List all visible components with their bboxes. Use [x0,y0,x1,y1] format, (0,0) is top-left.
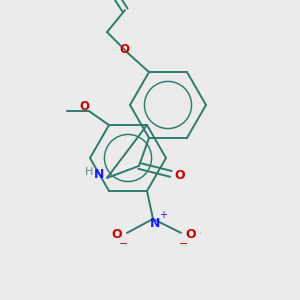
Text: O: O [119,43,129,56]
Text: +: + [159,210,167,220]
Text: O: O [186,228,196,242]
Text: N: N [94,168,104,182]
Text: O: O [79,100,89,112]
Text: −: − [179,239,189,249]
Text: O: O [175,169,185,182]
Text: N: N [150,218,160,230]
Text: H: H [85,167,93,177]
Text: O: O [112,228,122,242]
Text: −: − [119,239,129,249]
